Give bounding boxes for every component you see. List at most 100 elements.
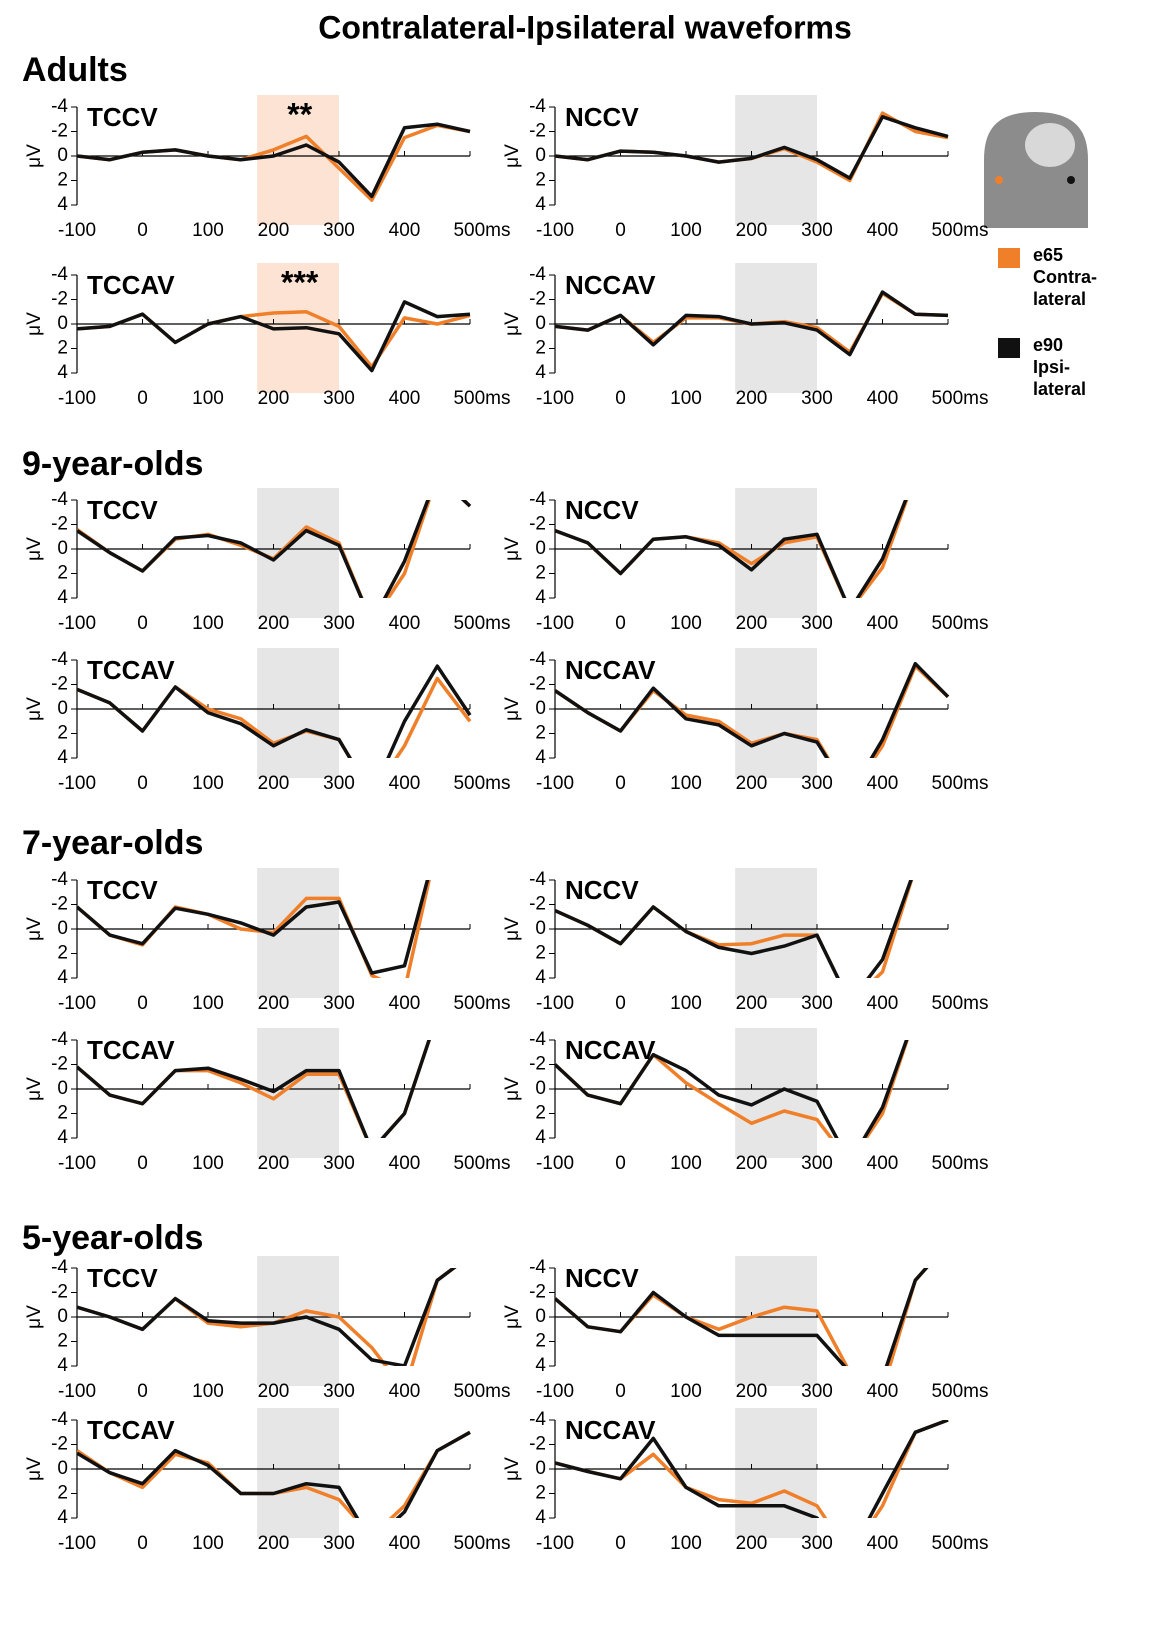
y-tick-label: -4: [51, 96, 68, 117]
x-tick-label: 500ms: [453, 388, 510, 409]
panel: -4 -2 0 2 4 -100 0 100 200 300 400 500ms μV TCCAV: [24, 1028, 511, 1174]
y-axis-label: μV: [502, 1305, 523, 1329]
x-tick-label: 300: [323, 1533, 355, 1554]
x-tick-label: 0: [615, 613, 626, 634]
x-tick-label: 200: [258, 1381, 290, 1402]
x-tick-label: 300: [323, 1381, 355, 1402]
x-tick-label: 200: [258, 773, 290, 794]
electrode-e65: [995, 176, 1003, 184]
figure-title: Contralateral-Ipsilateral waveforms: [318, 9, 852, 45]
x-tick-label: 300: [801, 1533, 833, 1554]
y-tick-label: -2: [529, 1282, 546, 1303]
y-tick-label: 4: [535, 194, 546, 215]
x-tick-label: 400: [867, 220, 899, 241]
x-tick-label: 0: [137, 1381, 148, 1402]
y-tick-label: -2: [51, 289, 68, 310]
panel: -4 -2 0 2 4 -100 0 100 200 300 400 500ms μV TCCAV: [24, 648, 511, 794]
x-tick-label: 500ms: [453, 1153, 510, 1174]
panel: -4 -2 0 2 4 -100 0 100 200 300 400 500ms μV NCCV: [502, 868, 989, 1014]
x-tick-label: -100: [536, 220, 574, 241]
panel-title: TCCV: [87, 1263, 158, 1293]
highlight-window: [735, 1256, 817, 1386]
panel-title: TCCV: [87, 495, 158, 525]
y-axis-label: μV: [24, 1077, 45, 1101]
y-tick-label: -4: [529, 96, 546, 117]
x-tick-label: -100: [536, 773, 574, 794]
panel-title: TCCV: [87, 875, 158, 905]
y-tick-label: 4: [57, 194, 68, 215]
head-shading: [1025, 123, 1075, 167]
x-tick-label: 0: [615, 220, 626, 241]
x-tick-label: 100: [670, 1533, 702, 1554]
waveform: [555, 880, 913, 978]
legend-text: Ipsi-: [1033, 357, 1070, 377]
x-tick-label: 500ms: [453, 220, 510, 241]
x-tick-label: 200: [736, 613, 768, 634]
legend-swatch: [998, 338, 1020, 358]
panel-title: NCCAV: [565, 1415, 656, 1445]
x-tick-label: 100: [192, 220, 224, 241]
panel-title: TCCV: [87, 102, 158, 132]
legend-text: lateral: [1033, 379, 1086, 399]
x-tick-label: -100: [536, 388, 574, 409]
x-tick-label: 0: [137, 220, 148, 241]
x-tick-label: 100: [192, 613, 224, 634]
y-tick-label: -4: [529, 264, 546, 285]
y-tick-label: -2: [529, 674, 546, 695]
panel: -4 -2 0 2 4 -100 0 100 200 300 400 500ms μV NCCAV: [502, 648, 989, 794]
x-tick-label: 200: [736, 1533, 768, 1554]
x-tick-label: 400: [389, 993, 421, 1014]
x-tick-label: -100: [536, 1153, 574, 1174]
y-tick-label: 4: [57, 1507, 68, 1528]
highlight-window: [257, 95, 339, 225]
panel: -4 -2 0 2 4 -100 0 100 200 300 400 500ms μV TCCV **: [24, 95, 511, 241]
panel: -4 -2 0 2 4 -100 0 100 200 300 400 500ms μV TCCV: [24, 1256, 511, 1402]
x-tick-label: -100: [58, 1153, 96, 1174]
x-tick-label: 0: [137, 1533, 148, 1554]
y-axis-label: μV: [24, 312, 45, 336]
x-tick-label: 200: [258, 613, 290, 634]
panel: -4 -2 0 2 4 -100 0 100 200 300 400 500ms μV TCCV: [24, 488, 511, 634]
y-axis-label: μV: [502, 144, 523, 168]
y-axis-label: μV: [24, 917, 45, 941]
x-tick-label: 300: [801, 993, 833, 1014]
x-tick-label: 0: [615, 773, 626, 794]
x-tick-label: 400: [389, 773, 421, 794]
x-tick-label: 100: [670, 1381, 702, 1402]
x-tick-label: 300: [323, 220, 355, 241]
y-tick-label: 2: [535, 943, 546, 964]
x-tick-label: 200: [258, 993, 290, 1014]
panel: -4 -2 0 2 4 -100 0 100 200 300 400 500ms μV TCCV: [24, 868, 511, 1014]
x-tick-label: -100: [58, 220, 96, 241]
y-tick-label: 4: [535, 1127, 546, 1148]
legend-text: Contra-: [1033, 267, 1097, 287]
panel: -4 -2 0 2 4 -100 0 100 200 300 400 500ms μV NCCV: [502, 95, 989, 241]
y-tick-label: 4: [57, 1355, 68, 1376]
y-tick-label: -2: [51, 514, 68, 535]
y-tick-label: 0: [535, 918, 546, 939]
y-tick-label: -2: [51, 1434, 68, 1455]
y-tick-label: 2: [535, 723, 546, 744]
x-tick-label: -100: [536, 1381, 574, 1402]
x-tick-label: 100: [192, 773, 224, 794]
panel-title: TCCAV: [87, 270, 175, 300]
x-tick-label: 200: [736, 993, 768, 1014]
x-tick-label: 400: [389, 613, 421, 634]
x-tick-label: -100: [58, 773, 96, 794]
y-axis-label: μV: [502, 917, 523, 941]
x-tick-label: 400: [867, 613, 899, 634]
x-tick-label: 300: [801, 1153, 833, 1174]
x-tick-label: 200: [736, 1381, 768, 1402]
waveform: [555, 1040, 909, 1138]
x-tick-label: -100: [58, 613, 96, 634]
x-tick-label: 100: [192, 1153, 224, 1174]
x-tick-label: 500ms: [453, 993, 510, 1014]
x-tick-label: 500ms: [453, 1381, 510, 1402]
x-tick-label: 100: [192, 993, 224, 1014]
y-tick-label: 4: [535, 967, 546, 988]
y-axis-label: μV: [502, 1077, 523, 1101]
x-tick-label: 500ms: [931, 220, 988, 241]
panel-title: NCCV: [565, 875, 639, 905]
y-tick-label: 2: [57, 563, 68, 584]
x-tick-label: 400: [389, 388, 421, 409]
